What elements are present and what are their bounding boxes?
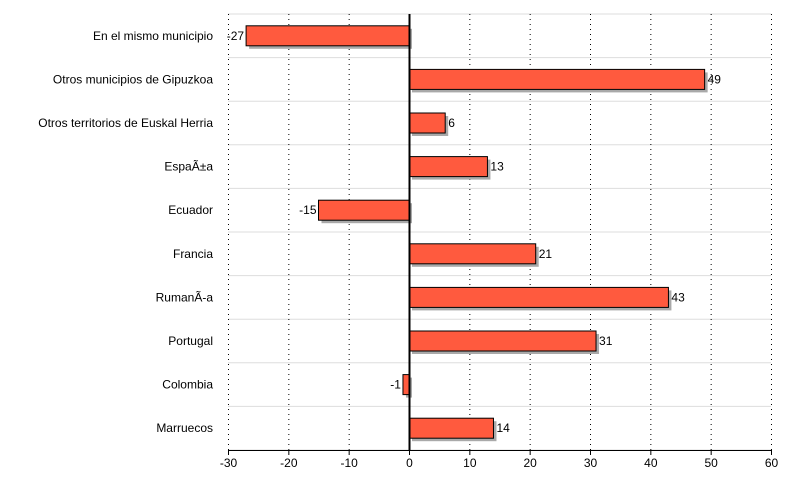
bar [402,374,410,396]
bar [408,286,669,308]
category-label: RumanÃ-a [156,290,214,304]
category-label: Marruecos [156,421,213,435]
bar-value-label: 43 [671,290,685,304]
bar-value-label: 6 [448,116,455,130]
bar [408,112,446,134]
bar-value-label: 13 [490,160,504,174]
x-tick-label: 40 [644,456,658,470]
bar-value-label: 49 [708,72,722,86]
x-tick-label: 60 [765,456,779,470]
category-label: Francia [173,247,213,261]
bar [408,68,706,90]
axes-layer [228,14,772,455]
category-label: Colombia [162,378,213,392]
x-tick-label: 10 [463,456,477,470]
category-label: Otros municipios de Gipuzkoa [53,72,213,86]
x-tick-label: 0 [406,456,413,470]
labels-layer: -27 En el mismo municipio 49 Otros municipi… [38,29,778,470]
bar [245,25,410,47]
x-tick-label: 20 [523,456,537,470]
bar-value-label: 31 [599,334,613,348]
category-label: EspaÃ±a [164,160,213,174]
category-label: Ecuador [168,203,213,217]
x-tick-label: -30 [220,456,238,470]
x-tick-label: 30 [584,456,598,470]
bar [318,199,410,221]
bar [408,156,488,178]
bar [408,417,494,439]
x-tick-label: -20 [280,456,298,470]
bars-layer [245,25,708,442]
bar-value-label: 21 [539,247,553,261]
bar-value-label: -1 [390,378,401,392]
category-label: Otros territorios de Euskal Herria [38,116,213,130]
bar-value-label: -27 [227,29,245,43]
x-tick-label: -10 [340,456,358,470]
category-label: Portugal [168,334,213,348]
x-tick-label: 50 [704,456,718,470]
bar-value-label: -15 [299,203,317,217]
bar [408,243,537,265]
bar-value-label: 14 [496,421,510,435]
bar [408,330,597,352]
category-label: En el mismo municipio [93,29,213,43]
